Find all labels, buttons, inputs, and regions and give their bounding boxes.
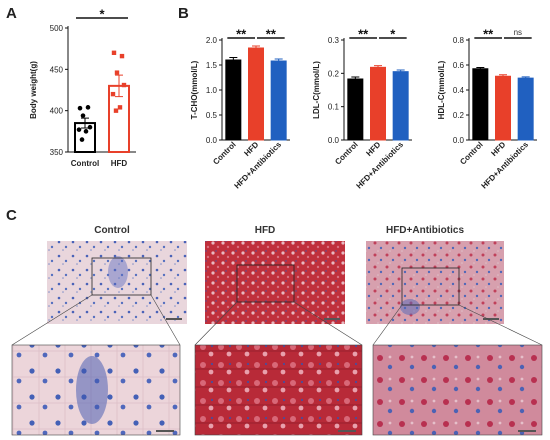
significance-label: ** xyxy=(236,27,247,42)
y-axis-label: LDL-C(mmol/L) xyxy=(312,61,321,119)
scale-bar xyxy=(338,430,356,432)
hist-title-control: Control xyxy=(94,225,130,236)
bar-hfd-antibiotics xyxy=(517,77,534,141)
data-point xyxy=(111,50,117,55)
significance-label: * xyxy=(390,27,396,42)
y-tick-label: 0.2 xyxy=(328,69,340,78)
data-point xyxy=(121,82,127,88)
y-tick-label: 0.5 xyxy=(206,111,218,120)
hist-vein-control xyxy=(108,256,128,288)
data-point xyxy=(117,105,123,110)
panel-label-c: C xyxy=(6,207,17,224)
data-point xyxy=(83,129,89,134)
data-point xyxy=(79,137,85,142)
histology-panel: Control HFD HFD+Antibiotics xyxy=(11,225,543,436)
data-point xyxy=(85,105,91,110)
data-point xyxy=(76,127,82,132)
hist-zoom-hfd xyxy=(194,344,363,436)
panel-label-a: A xyxy=(6,5,17,22)
scale-bar xyxy=(518,430,536,432)
significance-label: ns xyxy=(514,28,522,37)
scale-bar xyxy=(483,318,499,320)
bar-control xyxy=(225,59,242,141)
hist-image-antibiotics xyxy=(366,241,504,324)
y-tick-label: 0.0 xyxy=(328,136,340,145)
significance-label: * xyxy=(99,7,105,22)
scale-bar xyxy=(166,318,182,320)
bar-hfd-antibiotics xyxy=(270,60,287,141)
significance-label: ** xyxy=(266,27,277,42)
bar-hfd xyxy=(248,47,264,141)
panel-label-b: B xyxy=(178,5,189,22)
y-tick-label: 1.0 xyxy=(206,86,218,95)
hist-zoom-box-control xyxy=(91,257,152,296)
x-tick-label: HFD xyxy=(242,140,260,158)
y-tick-label: 0.8 xyxy=(453,36,465,45)
y-axis-label: T-CHO(mmol/L) xyxy=(190,60,199,119)
y-tick-label: 0.0 xyxy=(453,136,465,145)
data-point xyxy=(114,70,120,75)
data-point xyxy=(77,105,83,111)
y-axis-label: HDL-C(mmol/L) xyxy=(437,60,446,119)
x-tick-label: HFD xyxy=(364,140,382,158)
data-point xyxy=(119,53,125,59)
significance-label: ** xyxy=(483,27,494,42)
hist-title-antibiotics: HFD+Antibiotics xyxy=(386,225,464,236)
y-tick-label: 1.5 xyxy=(206,61,218,70)
scale-bar xyxy=(324,318,340,320)
bar-control xyxy=(347,78,364,141)
y-tick-label: 0.3 xyxy=(328,36,340,45)
hist-zoom-box-antibiotics xyxy=(401,267,460,306)
y-tick-label: 0.1 xyxy=(328,103,340,112)
bar-hfd-antibiotics xyxy=(392,71,409,141)
data-point xyxy=(110,91,116,97)
y-tick-label: 0.2 xyxy=(453,111,465,120)
data-point xyxy=(113,108,119,113)
y-tick-label: 500 xyxy=(50,24,64,33)
data-point xyxy=(87,124,93,130)
x-tick-label: HFD xyxy=(489,140,507,158)
hist-zoom-vein-control xyxy=(76,356,108,424)
hist-vein-antibiotics xyxy=(400,299,420,315)
y-axis-label: Body weight(g) xyxy=(29,61,38,119)
y-tick-label: 0.0 xyxy=(206,136,218,145)
y-tick-label: 0.4 xyxy=(453,86,465,95)
scale-bar xyxy=(156,430,174,432)
hist-image-control xyxy=(47,241,187,324)
y-tick-label: 350 xyxy=(50,148,64,157)
significance-label: ** xyxy=(358,27,369,42)
bar-hfd xyxy=(495,75,511,141)
x-tick-label: Control xyxy=(71,159,99,168)
hist-image-hfd xyxy=(205,241,345,324)
hist-title-hfd: HFD xyxy=(255,225,276,236)
body-weight-chart: 350 400 450 500 Body weight(g) Control HFD * xyxy=(29,7,136,168)
x-tick-label: HFD xyxy=(111,159,128,168)
hist-zoom-box-hfd xyxy=(236,264,295,303)
bar-control xyxy=(472,68,489,141)
y-tick-label: 0.6 xyxy=(453,61,465,70)
tcho-chart: 0.00.51.01.52.0T-CHO(mmol/L)Control HFDHF… xyxy=(190,27,290,191)
y-tick-label: 400 xyxy=(50,107,64,116)
data-point xyxy=(80,113,86,118)
bar-hfd xyxy=(370,66,386,141)
zoom-connectors xyxy=(11,294,543,346)
hist-zoom-antibiotics xyxy=(372,344,543,436)
y-tick-label: 2.0 xyxy=(206,36,218,45)
y-tick-label: 450 xyxy=(50,65,64,74)
